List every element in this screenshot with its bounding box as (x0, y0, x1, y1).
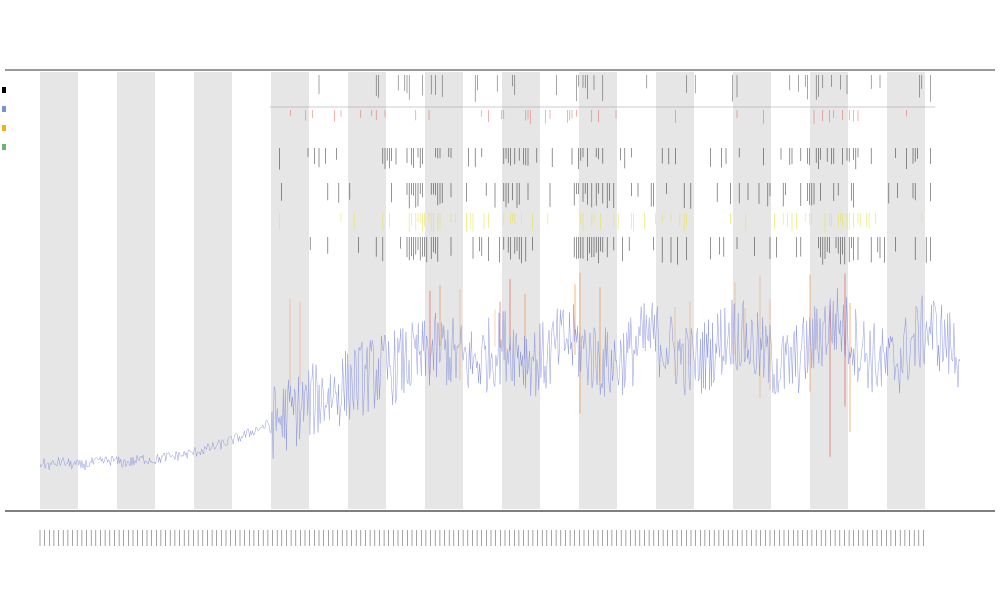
shaded-band (656, 72, 694, 509)
legend-item (2, 137, 16, 156)
shaded-band (887, 72, 925, 509)
legend-item (2, 80, 16, 99)
signal-trace (39, 288, 961, 471)
shaded-band (810, 72, 848, 509)
shaded-band (194, 72, 232, 509)
shaded-band (425, 72, 463, 509)
legend-swatch (2, 86, 6, 93)
shaded-band (348, 72, 386, 509)
legend (2, 80, 16, 156)
shaded-band (502, 72, 540, 509)
shaded-band (40, 72, 78, 509)
shaded-band (579, 72, 617, 509)
shaded-band (733, 72, 771, 509)
legend-item (2, 118, 16, 137)
legend-swatch (2, 124, 6, 131)
shaded-band (271, 72, 309, 509)
legend-swatch (2, 105, 6, 112)
shaded-band (117, 72, 155, 509)
legend-swatch (2, 143, 6, 150)
legend-item (2, 99, 16, 118)
